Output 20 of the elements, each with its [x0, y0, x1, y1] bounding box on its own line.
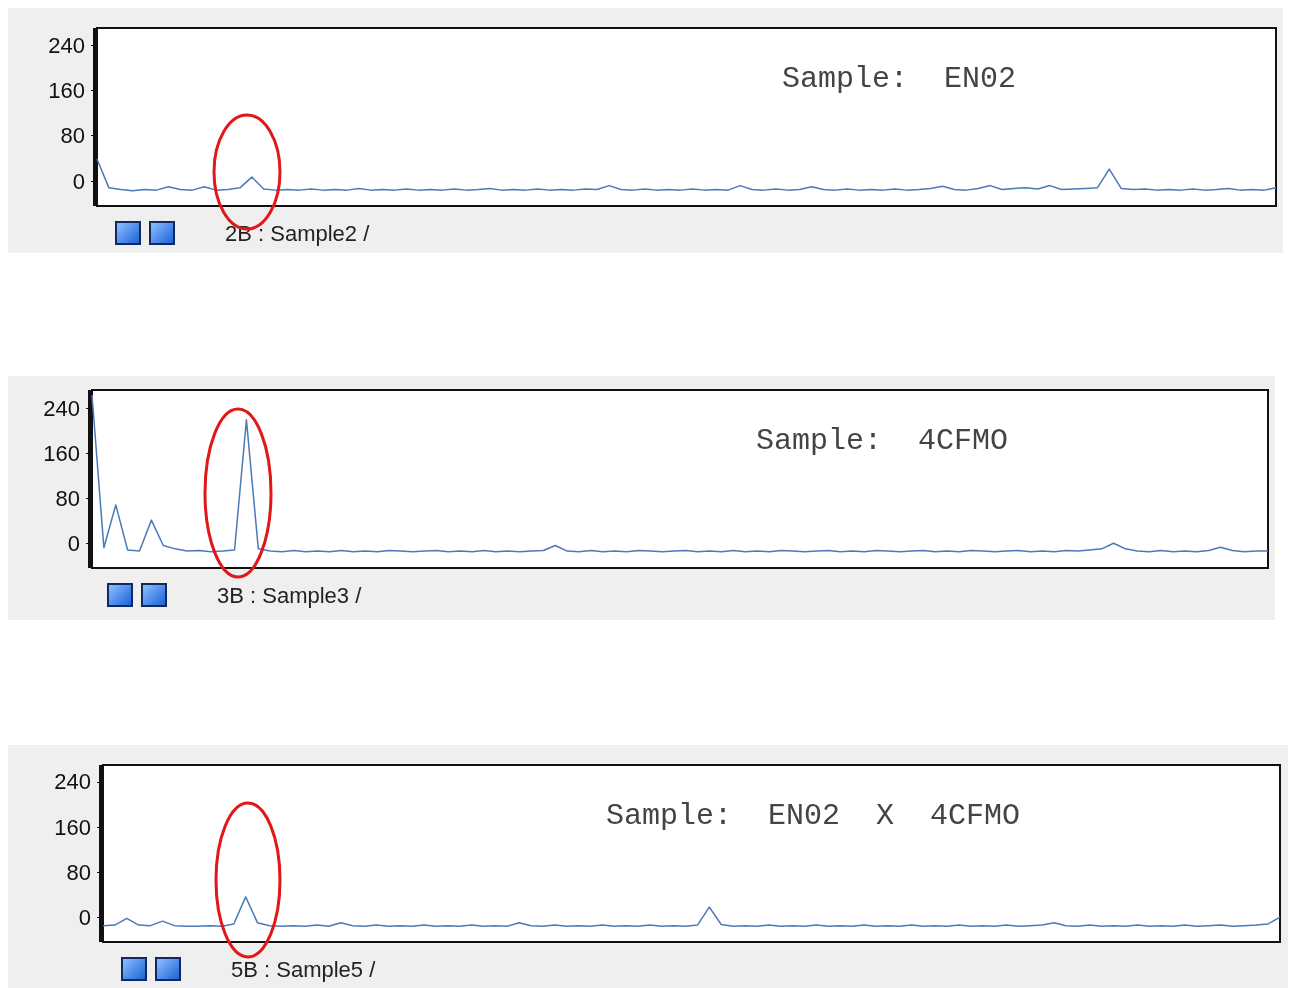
text: 3B : Sample3 / [217, 582, 363, 608]
line-series [91, 394, 1269, 553]
line-series [96, 158, 1277, 192]
y-tick-label: 160 [54, 814, 91, 840]
annotation: Sample: EN02 X 4CFMO [605, 799, 1021, 833]
y-tick-label: 240 [48, 32, 85, 58]
y-tick-label: 0 [78, 904, 91, 930]
annotation: Sample: 4CFMO [755, 424, 1009, 458]
y-tick-label: 160 [48, 77, 85, 103]
text: 5B : Sample5 / [231, 956, 377, 982]
y-tick-label: 80 [60, 123, 85, 149]
y-tick-label: 80 [66, 859, 91, 885]
line-series [102, 896, 1281, 927]
y-tick-label: 80 [55, 485, 80, 511]
y-tick-label: 0 [72, 168, 85, 194]
y-tick-label: 0 [67, 530, 80, 556]
annotation: Sample: EN02 [781, 62, 1017, 96]
y-tick-label: 240 [43, 395, 80, 421]
y-tick-label: 160 [43, 440, 80, 466]
y-tick-label: 240 [54, 769, 91, 795]
